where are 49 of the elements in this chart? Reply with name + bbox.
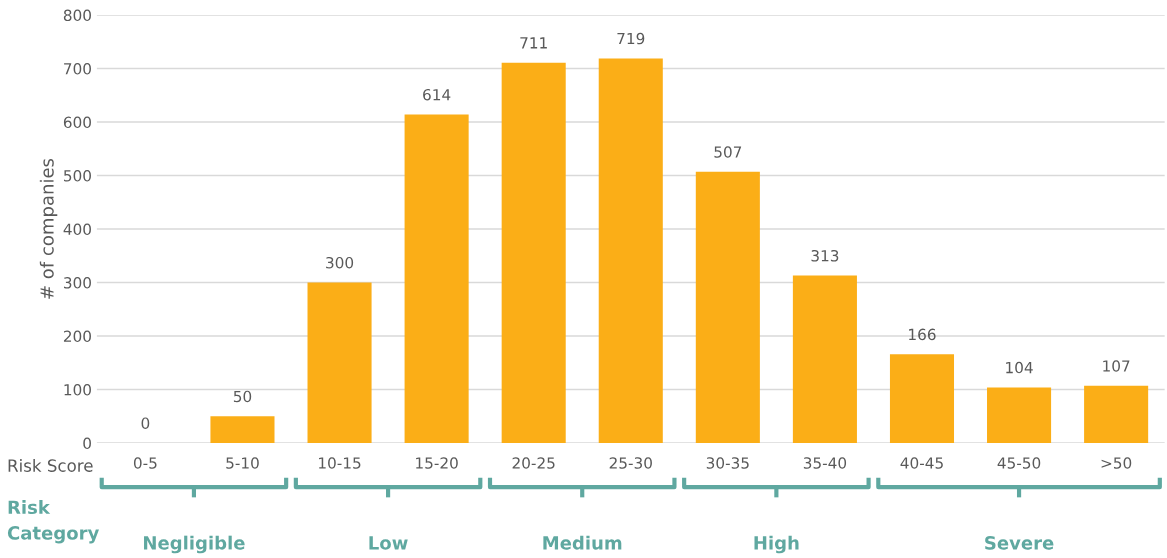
x-tick-label: 40-45 [900, 457, 943, 469]
y-tick-label: 300 [64, 277, 91, 289]
data-label: 0 [141, 417, 150, 429]
text: Low [369, 536, 408, 550]
data-label: 300 [326, 256, 354, 269]
x-tick-label: 35-40 [803, 457, 847, 469]
x-tick-label: 10-15 [319, 457, 361, 469]
data-label: 614 [423, 88, 451, 101]
y-tick-label: 600 [63, 116, 91, 129]
data-label: 711 [520, 37, 547, 49]
bar [792, 275, 857, 444]
x-tick-label: 5-10 [226, 457, 259, 469]
text: Negligible [144, 535, 245, 554]
y-tick-label: 800 [63, 9, 91, 22]
bar [889, 354, 955, 444]
x-tick-label: >50 [1101, 457, 1132, 469]
bar [1084, 385, 1149, 444]
x-tick-label: 30-35 [706, 457, 749, 469]
x-tick-label: 0-5 [133, 457, 157, 469]
bar [598, 58, 663, 444]
bar [987, 387, 1052, 444]
y-axis-title: # of companies [39, 158, 58, 299]
y-tick-label: 200 [63, 330, 91, 343]
bar [404, 114, 469, 444]
y-tick-label: 500 [64, 170, 91, 182]
text: Risk Score [8, 458, 93, 472]
bar [210, 416, 275, 444]
data-label: 507 [714, 146, 742, 158]
y-tick-label: 0 [83, 437, 91, 450]
data-label: 313 [811, 249, 839, 262]
text: High [754, 535, 799, 554]
y-tick-label: 700 [64, 63, 91, 75]
data-label: 50 [233, 390, 252, 403]
bar [307, 282, 372, 444]
text: Severe [985, 536, 1054, 550]
text: Medium [543, 535, 622, 550]
data-label: 719 [617, 32, 645, 45]
data-label: 166 [909, 328, 936, 341]
bar [695, 171, 760, 444]
bar [501, 62, 566, 444]
y-tick-label: 400 [63, 223, 91, 236]
x-tick-label: 15-20 [416, 457, 458, 469]
x-tick-label: 45-50 [997, 457, 1041, 469]
x-tick-label: 20-25 [512, 457, 555, 469]
data-label: 107 [1103, 360, 1130, 372]
data-label: 104 [1006, 361, 1033, 374]
x-tick-label: 25-30 [609, 457, 652, 469]
y-tick-label: 100 [64, 384, 91, 396]
text: Risk Category [7, 500, 99, 544]
